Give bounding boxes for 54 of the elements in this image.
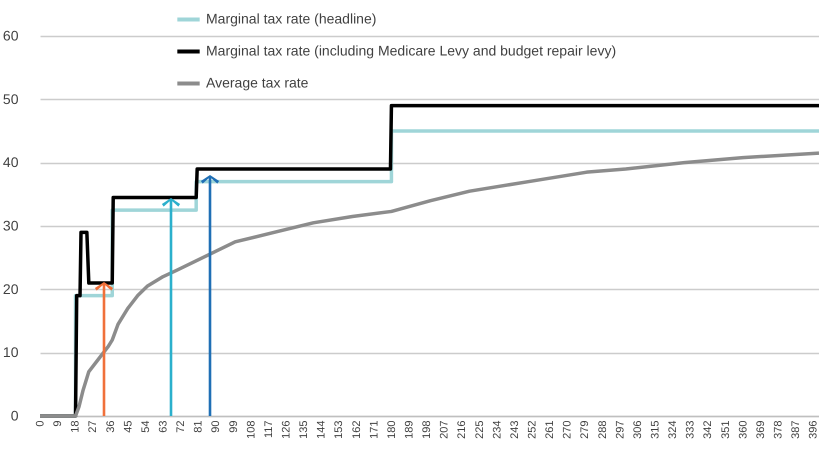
x-tick-label: 171 — [368, 420, 380, 439]
x-tick-label: 378 — [772, 420, 784, 439]
x-tick-label: 153 — [333, 420, 346, 439]
x-tick-label: 270 — [562, 420, 574, 439]
x-tick-label: 297 — [614, 420, 626, 439]
x-tick-label: 261 — [544, 420, 556, 439]
x-tick-label: 387 — [790, 420, 802, 439]
x-tick-label: 99 — [228, 420, 240, 433]
x-tick-label: 351 — [720, 420, 732, 439]
x-tick-label: 315 — [650, 420, 662, 439]
x-tick-label: 54 — [140, 420, 152, 433]
y-tick-label: 50 — [2, 90, 19, 107]
x-tick-label: 333 — [684, 420, 697, 439]
x-tick-label: 18 — [70, 420, 82, 433]
y-tick-label: 40 — [2, 154, 19, 170]
x-tick-label: 306 — [632, 420, 644, 439]
x-tick-label: 180 — [386, 420, 398, 439]
x-tick-label: 369 — [754, 420, 767, 439]
x-tick-label: 216 — [456, 420, 468, 439]
x-tick-label: 135 — [298, 420, 310, 439]
x-tick-label: 162 — [350, 420, 363, 439]
x-tick-label: 225 — [474, 420, 486, 439]
x-tick-label: 342 — [702, 420, 714, 439]
x-tick-label: 288 — [596, 420, 609, 439]
legend-label: Marginal tax rate (including Medicare Levy and budget repair levy) — [206, 42, 616, 58]
x-tick-label: 9 — [52, 420, 64, 427]
x-tick-label: 117 — [262, 420, 275, 438]
x-tick-label: 63 — [158, 420, 170, 433]
x-tick-label: 81 — [192, 420, 205, 433]
x-tick-label: 108 — [245, 420, 258, 439]
legend-label: Marginal tax rate (headline) — [206, 10, 376, 26]
x-tick-label: 396 — [808, 420, 819, 439]
y-tick-label: 60 — [2, 28, 19, 44]
x-tick-label: 252 — [526, 420, 538, 439]
x-tick-label: 360 — [737, 420, 750, 439]
x-tick-label: 36 — [104, 420, 117, 433]
x-tick-label: 243 — [508, 420, 521, 439]
x-tick-label: 90 — [210, 420, 222, 433]
x-tick-label: 324 — [667, 420, 680, 439]
x-tick-label: 0 — [34, 420, 46, 427]
x-tick-label: 144 — [316, 420, 328, 439]
y-tick-label: 30 — [2, 218, 19, 234]
x-tick-label: 234 — [491, 420, 504, 439]
x-tick-label: 27 — [87, 420, 100, 433]
x-tick-label: 198 — [421, 420, 434, 439]
x-tick-label: 189 — [404, 420, 416, 439]
y-tick-label: 10 — [2, 344, 19, 360]
x-tick-label: 207 — [438, 420, 451, 439]
x-tick-label: 45 — [122, 420, 134, 433]
legend-label: Average tax rate — [206, 74, 309, 90]
x-tick-label: 126 — [280, 420, 292, 439]
x-tick-label: 279 — [579, 420, 592, 439]
y-tick-label: 20 — [2, 280, 19, 297]
x-tick-label: 72 — [175, 420, 188, 433]
